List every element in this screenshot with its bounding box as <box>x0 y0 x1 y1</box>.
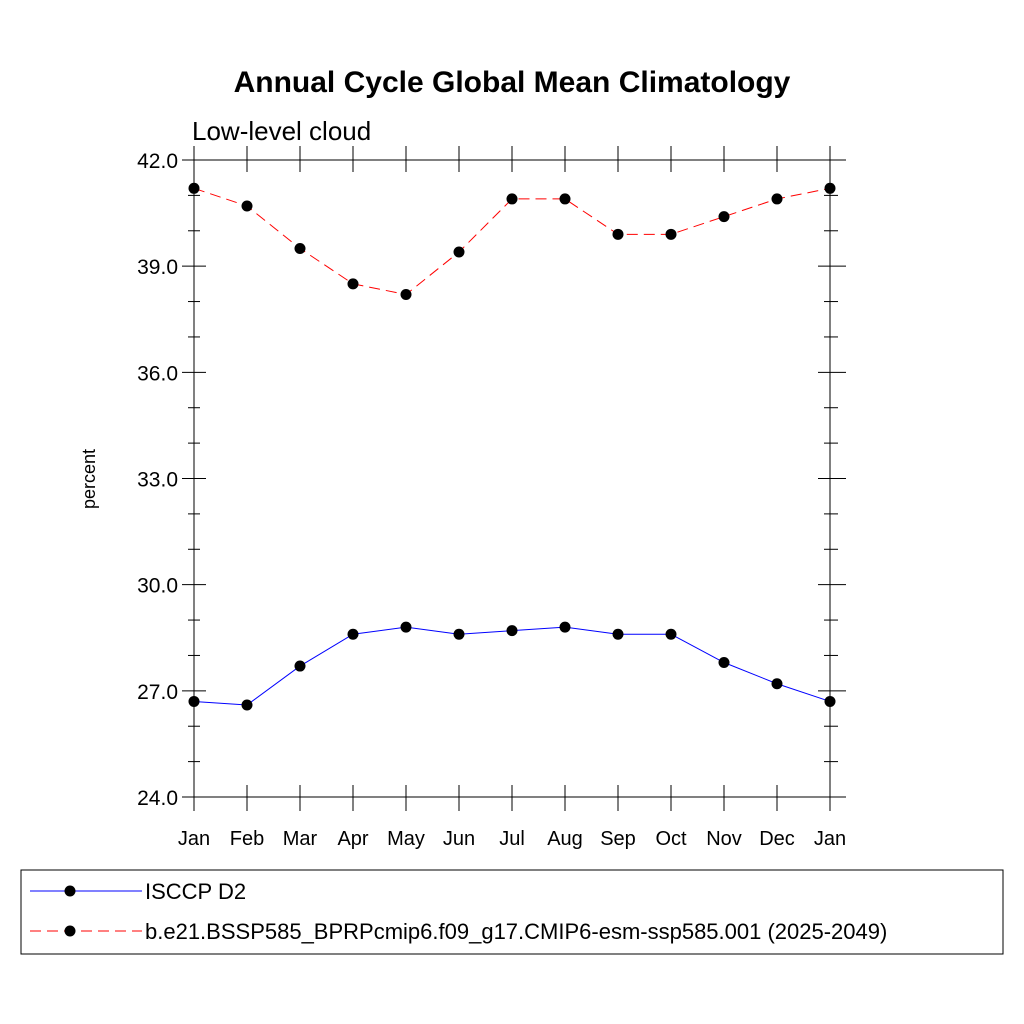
chart-title: Annual Cycle Global Mean Climatology <box>234 66 791 99</box>
y-tick-label: 42.0 <box>137 150 178 173</box>
series-line <box>193 626 831 706</box>
y-tick-label: 36.0 <box>137 362 178 385</box>
x-tick-label: Jan <box>814 828 846 850</box>
data-point <box>294 660 306 672</box>
y-tick-label: 30.0 <box>137 575 178 598</box>
data-point <box>559 621 571 633</box>
x-tick-label: Aug <box>547 828 583 850</box>
data-point <box>506 625 518 637</box>
data-point <box>347 278 359 290</box>
y-tick-label: 39.0 <box>137 256 178 279</box>
data-point <box>453 246 465 258</box>
x-tick-label: May <box>387 828 425 850</box>
chart-subtitle: Low-level cloud <box>192 116 371 146</box>
series-layer <box>188 182 836 711</box>
legend-items: ISCCP D2 b.e21.BSSP585_BPRPcmip6.f09_g17.… <box>30 879 887 944</box>
data-point <box>665 228 677 240</box>
data-point <box>559 193 571 205</box>
data-point <box>453 628 465 640</box>
legend-marker <box>64 885 76 897</box>
x-tick-label: Mar <box>283 828 318 850</box>
legend-marker <box>64 925 76 937</box>
data-point <box>188 695 200 707</box>
data-point <box>506 193 518 205</box>
data-point <box>718 657 730 669</box>
x-tick-label: Nov <box>706 828 742 850</box>
data-point <box>612 628 624 640</box>
data-point <box>718 211 730 223</box>
y-tick-label: 33.0 <box>137 469 178 492</box>
data-point <box>612 228 624 240</box>
y-tick-label: 27.0 <box>137 681 178 704</box>
legend-label: b.e21.BSSP585_BPRPcmip6.f09_g17.CMIP6-es… <box>145 919 887 944</box>
x-tick-label: Oct <box>655 828 687 850</box>
x-tick-label: Sep <box>600 828 636 850</box>
x-tick-label: Apr <box>337 828 368 850</box>
data-point <box>665 628 677 640</box>
x-tick-label: Jun <box>443 828 475 850</box>
data-point <box>347 628 359 640</box>
legend-frame <box>20 869 1004 955</box>
data-point <box>771 678 783 690</box>
axis-ticks <box>182 146 846 811</box>
x-tick-label: Feb <box>230 828 264 850</box>
y-tick-labels: 24.0 27.0 30.0 33.0 36.0 39.0 42.0 <box>137 150 178 810</box>
data-point <box>241 699 253 711</box>
x-tick-label: Dec <box>759 828 795 850</box>
data-point <box>241 200 253 212</box>
data-point <box>771 193 783 205</box>
data-point <box>294 242 306 254</box>
plot-frame <box>193 159 831 798</box>
x-tick-labels: Jan Feb Mar Apr May Jun Jul Aug Sep Oct Nov Dec Jan <box>178 828 846 850</box>
y-axis-label: percent <box>79 449 99 509</box>
legend-label: ISCCP D2 <box>145 879 246 904</box>
legend: ISCCP D2 b.e21.BSSP585_BPRPcmip6.f09_g17.… <box>20 869 1004 955</box>
data-point <box>824 695 836 707</box>
y-tick-label: 24.0 <box>137 787 178 810</box>
data-point <box>824 182 836 194</box>
data-point <box>400 288 412 300</box>
x-tick-label: Jul <box>499 828 525 850</box>
data-point <box>400 621 412 633</box>
data-point <box>188 182 200 194</box>
x-tick-label: Jan <box>178 828 210 850</box>
